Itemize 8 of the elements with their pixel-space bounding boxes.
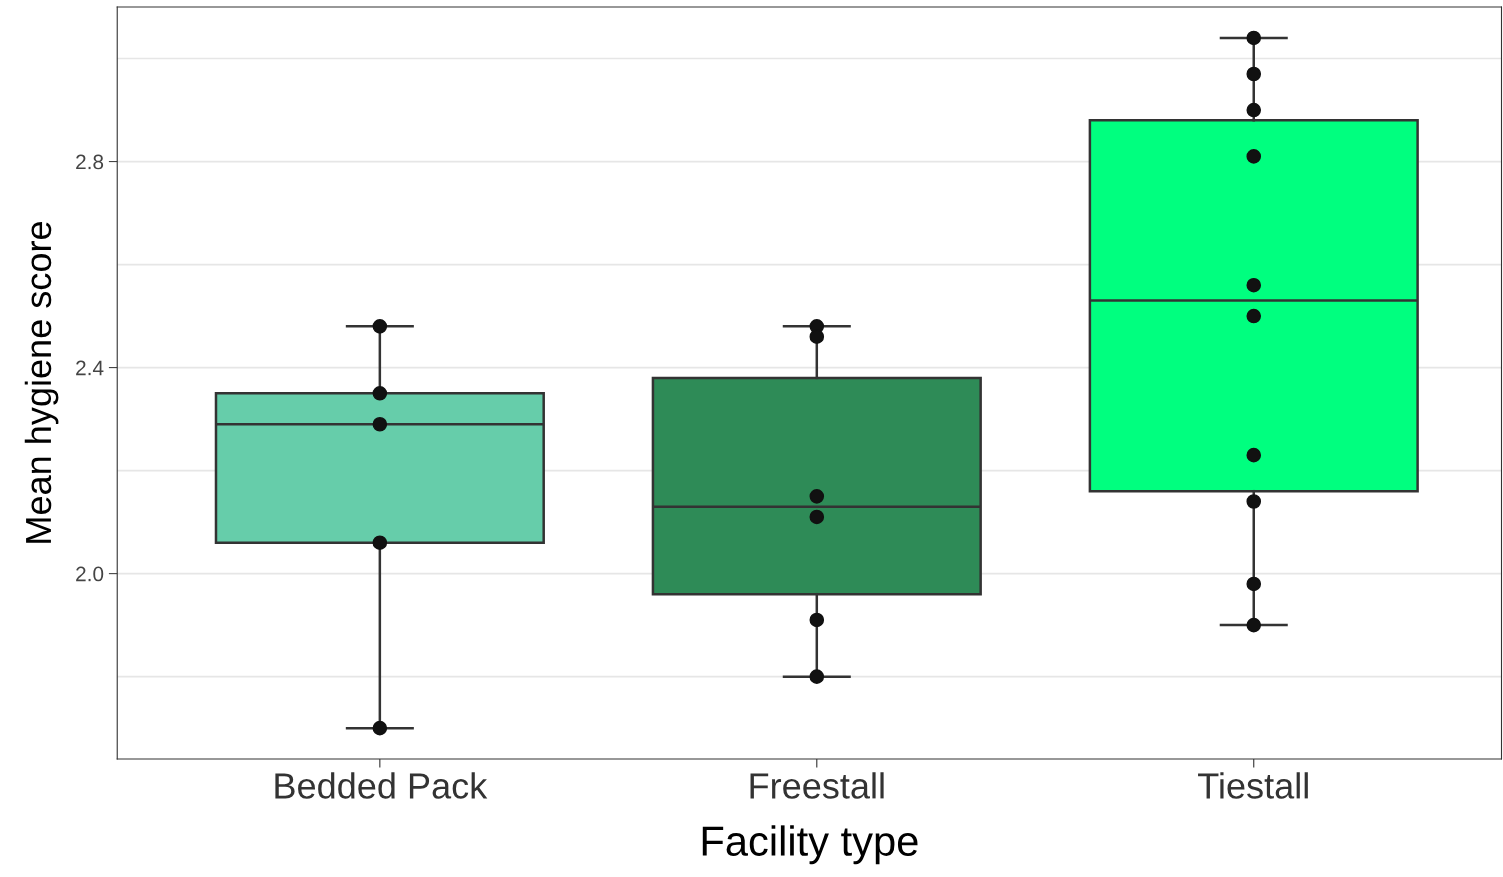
y-axis-title: Mean hygiene score (24, 222, 59, 543)
x-tick-label: Freestall (750, 772, 884, 799)
y-tick-label: 2.4 (76, 360, 104, 376)
x-axis-title: Facility type (702, 825, 918, 865)
y-tick-label: 2.8 (76, 154, 104, 170)
x-tick-label: Tiestall (1198, 772, 1308, 799)
x-tick-label: Bedded Pack (275, 772, 488, 799)
y-tick-label: 2.0 (76, 566, 104, 582)
